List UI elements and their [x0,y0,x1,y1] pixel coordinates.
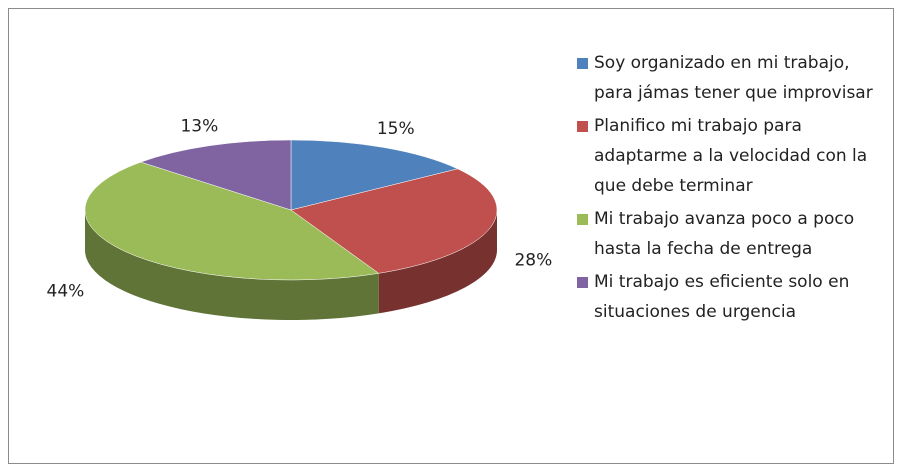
pie-side [85,210,379,320]
legend-item: Soy organizado en mi trabajo, para jámas… [574,48,889,108]
pie-slice [140,139,292,211]
legend-item: Planifico mi trabajo para adaptarme a la… [574,111,889,201]
legend-item: Mi trabajo avanza poco a poco hasta la f… [574,204,889,264]
legend-label: Mi trabajo es eficiente solo en situacio… [594,272,850,322]
legend-label: Mi trabajo avanza poco a poco hasta la f… [594,209,855,259]
data-label: 15% [377,119,415,139]
legend-label: Soy organizado en mi trabajo, para jámas… [594,53,873,103]
legend-item: Mi trabajo es eficiente solo en situacio… [574,267,889,327]
legend-swatch [577,277,588,288]
legend-label: Planifico mi trabajo para adaptarme a la… [594,116,868,196]
legend: Soy organizado en mi trabajo, para jámas… [574,48,889,330]
data-label: 13% [180,116,218,136]
pie-slice [290,168,498,274]
legend-swatch [577,214,588,225]
pie-slice [290,139,459,211]
pie-side [378,210,497,314]
data-label: 44% [47,281,85,301]
legend-swatch [577,58,588,69]
pie-slice [84,161,380,281]
data-label: 28% [514,251,552,271]
legend-swatch [577,121,588,132]
